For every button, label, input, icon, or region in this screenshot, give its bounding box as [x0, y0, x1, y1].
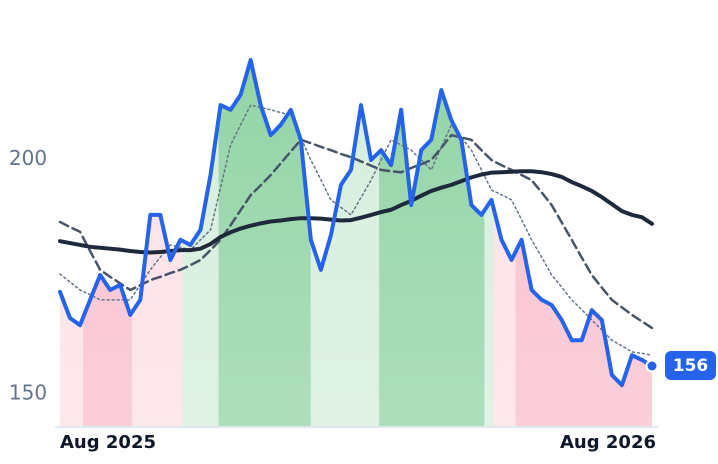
y-tick-label: 200 — [9, 146, 47, 170]
region-area — [83, 274, 133, 427]
region-area — [310, 105, 380, 427]
region-area — [515, 239, 652, 427]
last-price-dot — [645, 359, 659, 373]
last-price-label: 156 — [673, 356, 709, 376]
regions — [60, 60, 652, 427]
y-tick-label: 150 — [9, 381, 47, 405]
series-line — [58, 169, 654, 255]
region-area — [218, 60, 311, 427]
badge-box — [665, 351, 716, 380]
lines — [58, 58, 654, 388]
x-tick-label: Aug 2025 — [60, 432, 156, 453]
series-line — [59, 104, 653, 356]
series-line — [58, 133, 654, 330]
x-tick-label: Aug 2026 — [560, 432, 656, 453]
x-axis: Aug 2025 Aug 2026 — [60, 432, 656, 453]
last-price-badge: 156 — [645, 351, 716, 380]
region-area — [493, 207, 516, 427]
region-area — [484, 199, 494, 427]
region-area — [379, 90, 485, 427]
region-area — [182, 119, 219, 427]
series-line — [58, 58, 654, 388]
y-axis: 150 200 — [9, 146, 47, 405]
